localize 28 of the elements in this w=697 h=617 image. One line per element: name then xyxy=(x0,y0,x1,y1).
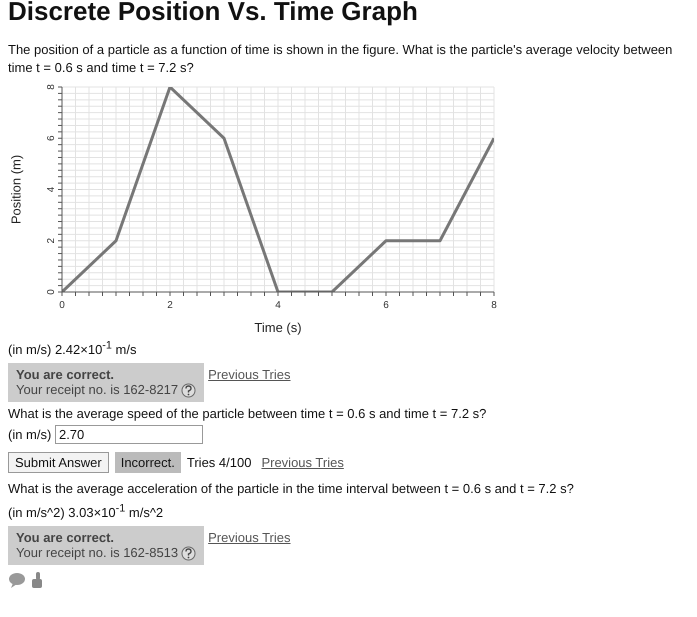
x-tick-label: 6 xyxy=(383,300,390,311)
y-tick-label: 0 xyxy=(46,288,57,295)
y-tick-label: 6 xyxy=(46,135,57,142)
text: 2.70 xyxy=(54,425,203,444)
y-axis-title: Position (m) xyxy=(8,154,24,224)
text: What is the average speed of the particle between time t = 0.6 s and time t = 7.2 s? xyxy=(8,406,488,422)
text: Previous Tries xyxy=(208,367,291,382)
y-tick-label: 2 xyxy=(46,238,57,244)
text: (in m/s) 2.42×10$^{-1}$ m/s xyxy=(8,340,136,358)
chart-title: Discrete Position Vs. Time Graph xyxy=(8,0,419,27)
x-tick-label: 0 xyxy=(59,300,66,311)
text: Incorrect. xyxy=(114,452,181,474)
text: You are correct. xyxy=(16,367,114,382)
text: Previous Tries xyxy=(208,530,291,545)
text: (in m/s^2) 3.03×10$^{-1}$ m/s^2 xyxy=(8,502,164,520)
text: What is the average acceleration of the particle in the time interval between t = 0.6 s and t = 7.2 s? xyxy=(8,481,575,496)
text: Submit Answer xyxy=(8,452,109,474)
text: Previous Tries xyxy=(261,455,344,470)
text: Tries 4/100 xyxy=(186,455,252,470)
x-tick-label: 4 xyxy=(275,300,282,311)
chart-subtitle: The position of a particle as a function of time is shown in the figure. What is the particle's average velocity between time t = 0.6 s and time t = 7.2 s? xyxy=(8,41,674,77)
x-tick-label: 2 xyxy=(167,300,174,311)
text: You are correct. xyxy=(16,530,114,545)
x-axis-title: Time (s) xyxy=(254,320,302,335)
text: (in m/s) xyxy=(8,427,52,442)
y-tick-label: 8 xyxy=(46,84,57,90)
y-tick-label: 4 xyxy=(46,186,57,192)
x-tick-label: 8 xyxy=(491,300,498,311)
